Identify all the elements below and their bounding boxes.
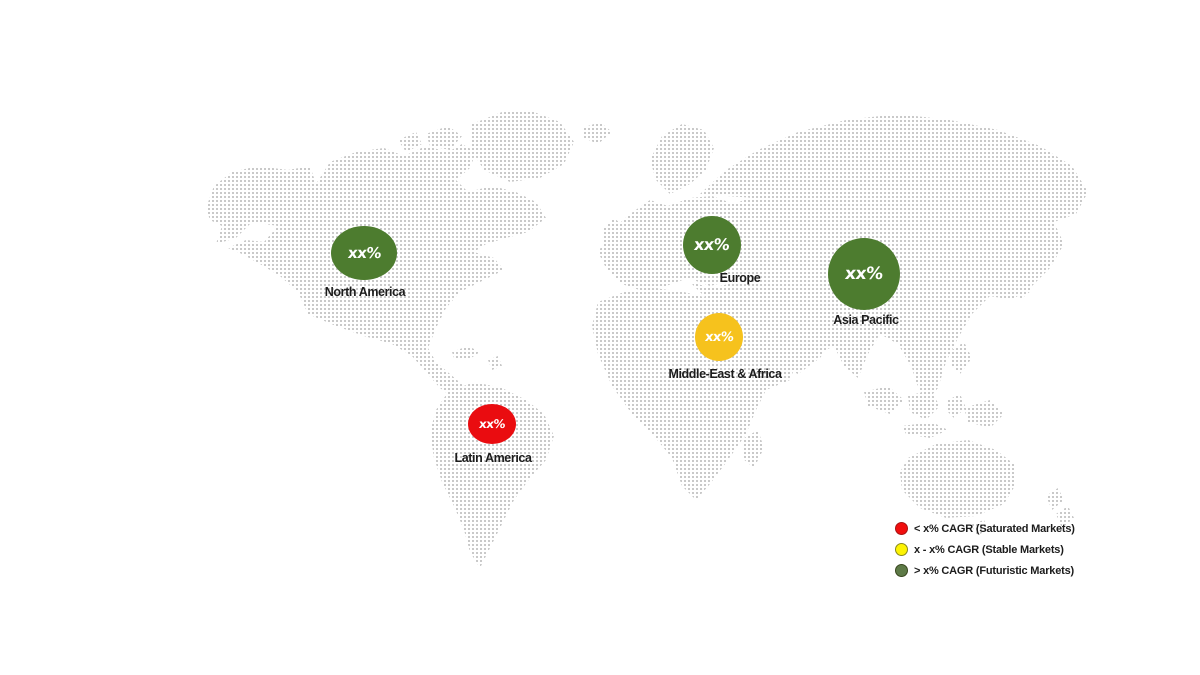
landmass-caribbean [452, 346, 480, 360]
region-value: xx% [704, 329, 734, 345]
region-bubble-latin-america: xx% [468, 404, 516, 444]
region-bubble-asia-pacific: xx% [828, 238, 900, 310]
region-label-north-america: North America [324, 285, 406, 299]
landmass-sulawesi [946, 394, 966, 418]
region-bubble-north-america: xx% [331, 226, 397, 280]
landmass-australia [900, 440, 1016, 518]
region-label-middle-east-africa: Middle-East & Africa [668, 367, 782, 381]
region-label-latin-america: Latin America [454, 451, 532, 465]
region-bubble-europe: xx% [683, 216, 741, 274]
landmass-tasmania [972, 520, 988, 536]
region-value: xx% [844, 263, 884, 284]
landmass-uk [602, 218, 626, 246]
region-label-europe: Europe [719, 271, 761, 285]
landmass-japan [1014, 274, 1032, 300]
landmass-new-zealand [1056, 506, 1074, 528]
landmass-scandinavia [650, 124, 714, 194]
landmass-africa [592, 288, 798, 500]
legend-item-futuristic: > x% CAGR (Futuristic Markets) [895, 563, 1075, 578]
landmass-arctic-island [426, 126, 462, 150]
legend-item-label: < x% CAGR (Saturated Markets) [914, 522, 1075, 535]
region-label-asia-pacific: Asia Pacific [833, 313, 899, 327]
legend-item-label: x - x% CAGR (Stable Markets) [914, 543, 1064, 556]
landmass-java [902, 422, 948, 438]
cagr-legend: < x% CAGR (Saturated Markets) x - x% CAG… [895, 521, 1075, 584]
landmass-sumatra [864, 386, 904, 414]
landmass-iceland [582, 122, 612, 144]
legend-dot-icon [895, 522, 908, 535]
legend-item-stable: x - x% CAGR (Stable Markets) [895, 542, 1075, 557]
landmass-south-america [430, 382, 554, 568]
landmass-caribbean [488, 356, 502, 370]
landmass-japan [1006, 252, 1026, 280]
region-value: xx% [693, 235, 731, 254]
landmass-borneo [908, 390, 940, 420]
legend-dot-icon [895, 543, 908, 556]
region-value: xx% [478, 417, 506, 431]
landmass-arctic-island [398, 132, 422, 152]
legend-dot-icon [895, 564, 908, 577]
region-value: xx% [346, 243, 382, 262]
landmass-madagascar [742, 430, 764, 468]
region-bubble-middle-east-africa: xx% [695, 313, 743, 361]
landmass-greenland [470, 112, 574, 182]
landmass-philippines [950, 342, 972, 374]
landmass-new-zealand [1046, 488, 1064, 510]
landmass-new-guinea [964, 400, 1004, 428]
legend-item-saturated: < x% CAGR (Saturated Markets) [895, 521, 1075, 536]
legend-rows: < x% CAGR (Saturated Markets) x - x% CAG… [895, 521, 1075, 578]
legend-item-label: > x% CAGR (Futuristic Markets) [914, 564, 1074, 577]
landmass-alaska [206, 166, 316, 244]
